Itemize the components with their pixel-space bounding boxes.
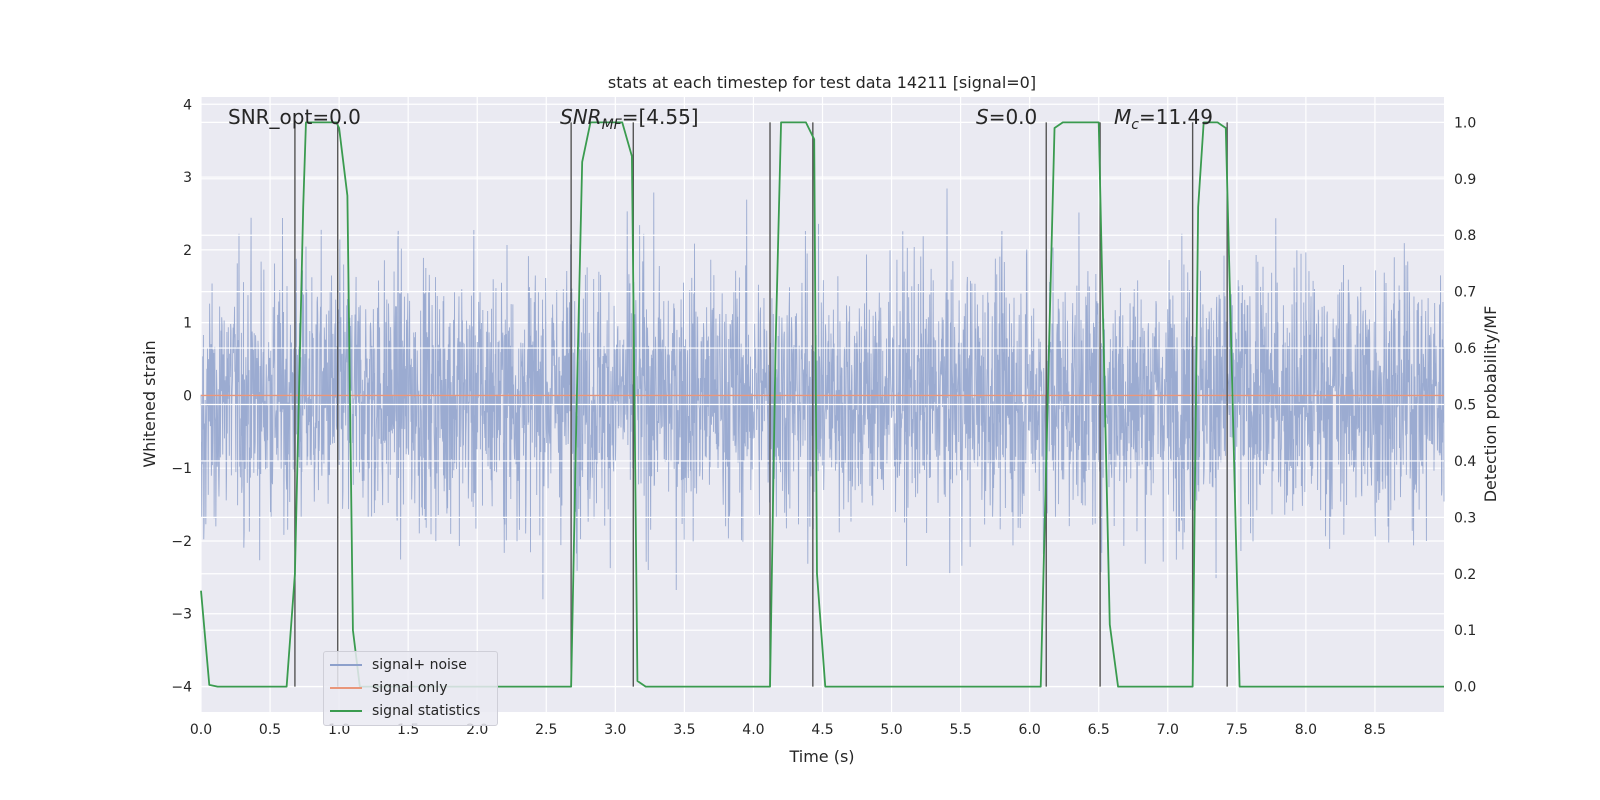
x-tick-label: 2.5 bbox=[535, 722, 557, 738]
annotation-s: S=0.0 bbox=[976, 105, 1037, 129]
x-tick-label: 5.5 bbox=[949, 722, 971, 738]
y-right-tick-label: 0.2 bbox=[1454, 567, 1476, 583]
y-right-tick-label: 0.1 bbox=[1454, 623, 1476, 639]
legend-swatch-signal-only bbox=[330, 687, 362, 689]
y-left-tick-label: −1 bbox=[171, 461, 192, 477]
chart-title: stats at each timestep for test data 142… bbox=[608, 73, 1036, 92]
y-axis-label-right: Detection probability/MF bbox=[1481, 306, 1500, 503]
y-right-tick-label: 0.5 bbox=[1454, 398, 1476, 414]
legend-item-signal-statistics: signal statistics bbox=[330, 700, 480, 722]
x-tick-label: 0.5 bbox=[259, 722, 281, 738]
annotation-snr-opt: SNR_opt=0.0 bbox=[228, 105, 361, 129]
y-right-tick-label: 1.0 bbox=[1454, 115, 1476, 131]
x-tick-label: 8.5 bbox=[1364, 722, 1386, 738]
y-right-tick-label: 0.0 bbox=[1454, 680, 1476, 696]
x-axis-label: Time (s) bbox=[788, 747, 854, 766]
annotation-mc: Mc=11.49 bbox=[1114, 105, 1213, 133]
x-tick-label: 8.0 bbox=[1295, 722, 1317, 738]
y-left-tick-label: −4 bbox=[171, 680, 192, 696]
y-right-tick-label: 0.9 bbox=[1454, 172, 1476, 188]
y-axis-label-left: Whitened strain bbox=[140, 340, 159, 467]
x-tick-label: 7.5 bbox=[1226, 722, 1248, 738]
x-tick-label: 6.0 bbox=[1019, 722, 1041, 738]
x-tick-label: 6.5 bbox=[1088, 722, 1110, 738]
legend-label-signal-statistics: signal statistics bbox=[372, 703, 481, 719]
legend-item-signal-noise: signal+ noise bbox=[330, 654, 467, 676]
x-tick-label: 1.5 bbox=[397, 722, 419, 738]
y-right-tick-label: 0.8 bbox=[1454, 228, 1476, 244]
y-left-tick-label: −3 bbox=[171, 607, 192, 623]
y-left-tick-label: 4 bbox=[183, 97, 192, 113]
legend-swatch-signal-statistics bbox=[330, 710, 362, 712]
y-right-tick-label: 0.4 bbox=[1454, 454, 1476, 470]
y-right-tick-label: 0.6 bbox=[1454, 341, 1476, 357]
legend: signal+ noise signal only signal statist… bbox=[323, 651, 498, 726]
x-tick-label: 3.0 bbox=[604, 722, 626, 738]
signal-noise-series bbox=[200, 121, 1445, 688]
x-tick-label: 5.0 bbox=[880, 722, 902, 738]
legend-swatch-signal-noise bbox=[330, 664, 362, 666]
annotation-snr-mf: SNRMF=[4.55] bbox=[560, 105, 699, 133]
signal-statistics-line bbox=[200, 121, 1444, 688]
x-tick-label: 1.0 bbox=[328, 722, 350, 738]
legend-label-signal-noise: signal+ noise bbox=[372, 657, 467, 673]
y-right-tick-label: 0.3 bbox=[1454, 510, 1476, 526]
y-left-tick-label: 1 bbox=[183, 316, 192, 332]
y-right-tick-label: 0.7 bbox=[1454, 285, 1476, 301]
legend-item-signal-only: signal only bbox=[330, 677, 447, 699]
x-tick-label: 4.0 bbox=[742, 722, 764, 738]
x-tick-label: 7.0 bbox=[1157, 722, 1179, 738]
x-tick-label: 3.5 bbox=[673, 722, 695, 738]
signal-statistics-series bbox=[200, 121, 1444, 688]
tick-labels: 0.0 0.5 1.0 1.5 2.0 2.5 3.0 3.5 4.0 4.5 5.0 5.5 6.0 6… bbox=[171, 97, 1476, 738]
x-tick-label: 4.5 bbox=[811, 722, 833, 738]
signal-noise-line bbox=[200, 188, 1445, 600]
y-left-tick-label: 0 bbox=[183, 388, 192, 404]
y-left-tick-label: 2 bbox=[183, 243, 192, 259]
x-tick-label: 0.0 bbox=[190, 722, 212, 738]
y-left-tick-label: −2 bbox=[171, 534, 192, 550]
legend-label-signal-only: signal only bbox=[372, 680, 448, 696]
x-tick-label: 2.0 bbox=[466, 722, 488, 738]
y-left-tick-label: 3 bbox=[183, 170, 192, 186]
